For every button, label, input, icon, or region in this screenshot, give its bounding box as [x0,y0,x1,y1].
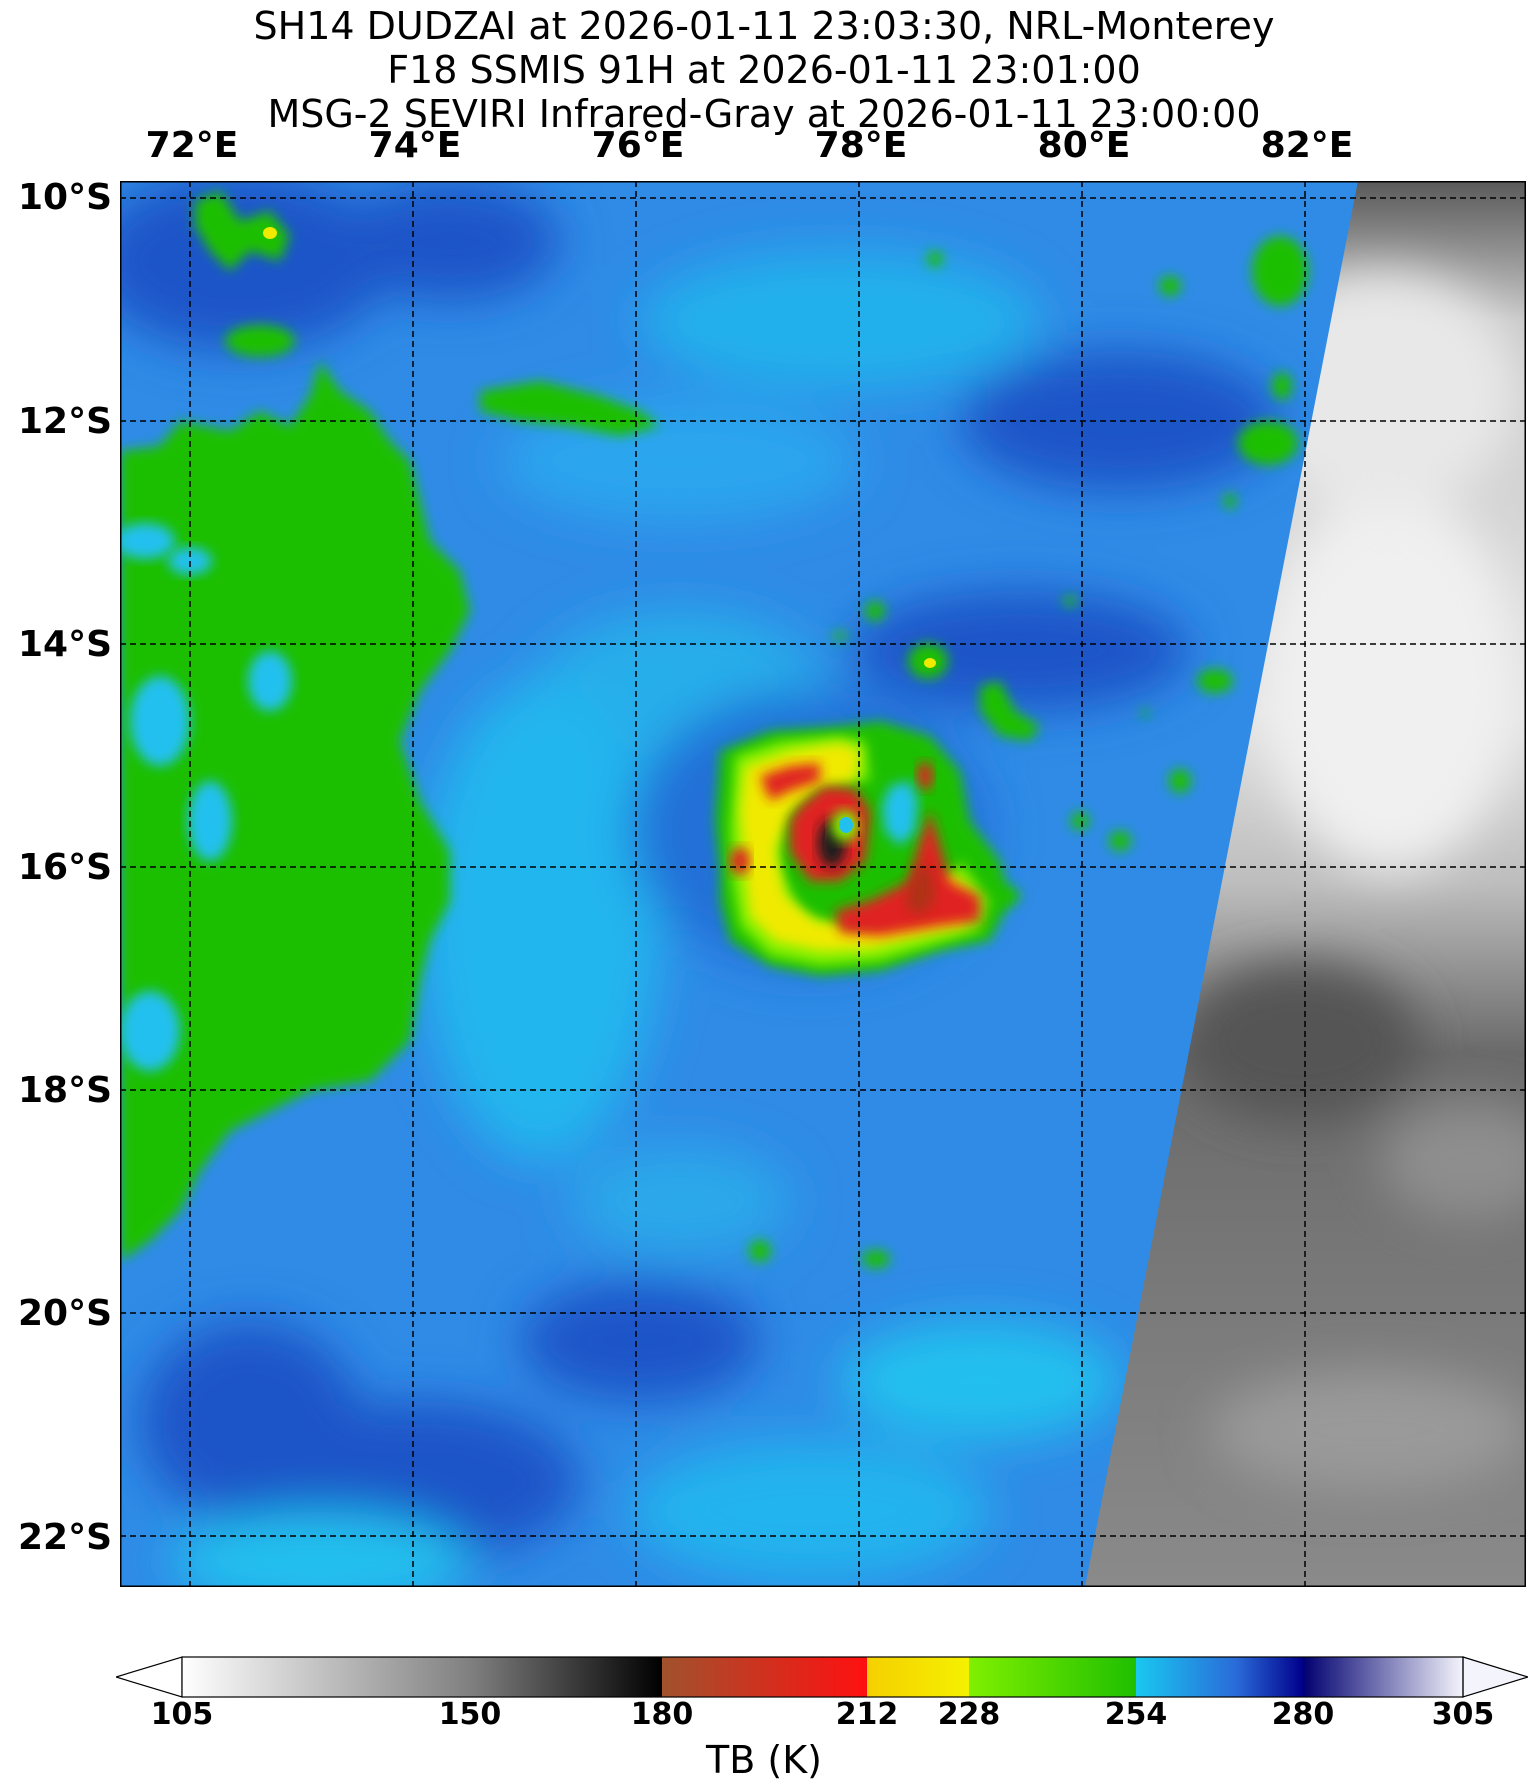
colorbar-segment-gray [182,1657,662,1697]
title-line-3: MSG-2 SEVIRI Infrared-Gray at 2026-01-11… [267,92,1261,136]
lat-label-20S: 20°S [17,1293,112,1334]
cyclone-core [715,721,1010,976]
lat-label-14S: 14°S [17,624,112,665]
yellow-spots [263,227,936,668]
lon-label-74E: 74°E [368,125,462,166]
colorbar-segment-yellow [867,1657,969,1697]
colorbar-tick-305: 305 [1431,1697,1495,1732]
colorbar-tick-212: 212 [835,1697,899,1732]
lat-label-12S: 12°S [17,401,112,442]
lon-label-80E: 80°E [1037,125,1131,166]
green-convection-west [120,361,470,1261]
graticule [120,181,1526,1587]
colorbar-tick-105: 105 [150,1697,214,1732]
colorbar-tick-150: 150 [438,1697,502,1732]
colorbar-min-extend [116,1656,183,1698]
lat-label-10S: 10°S [17,177,112,218]
lat-label-18S: 18°S [17,1070,112,1111]
title-line-2: F18 SSMIS 91H at 2026-01-11 23:01:00 [387,48,1141,92]
lat-label-16S: 16°S [17,847,112,888]
lon-label-78E: 78°E [814,125,908,166]
satellite-map [120,181,1526,1587]
colorbar [116,1656,1528,1698]
colorbar-label: TB (K) [706,1738,822,1782]
colorbar-segment-violet [1303,1657,1463,1697]
colorbar-tick-180: 180 [630,1697,694,1732]
map-frame [120,181,1526,1587]
colorbar-max-extend [1462,1656,1528,1698]
lon-label-76E: 76°E [591,125,685,166]
colorbar-tick-280: 280 [1271,1697,1335,1732]
colorbar-segment-red [662,1657,867,1697]
colorbar-segment-blue [1136,1657,1303,1697]
ir-cloud-features [1180,271,1526,1491]
lon-label-82E: 82°E [1260,125,1354,166]
colorbar-tick-228: 228 [937,1697,1001,1732]
lon-label-72E: 72°E [145,125,239,166]
colorbar-tick-254: 254 [1104,1697,1168,1732]
green-cells [195,191,1308,1268]
lat-label-22S: 22°S [17,1517,112,1558]
title-line-1: SH14 DUDZAI at 2026-01-11 23:03:30, NRL-… [253,4,1275,48]
colorbar-segment-green [969,1657,1136,1697]
